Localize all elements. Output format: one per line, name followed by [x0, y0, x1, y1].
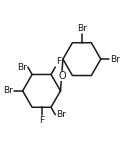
Text: Br: Br [4, 86, 13, 95]
Text: Br: Br [110, 55, 120, 64]
Text: Br: Br [77, 24, 87, 33]
Text: Br: Br [17, 63, 27, 72]
Text: F: F [39, 116, 44, 125]
Text: Br: Br [56, 110, 66, 119]
Text: F: F [56, 57, 61, 66]
Text: O: O [58, 71, 66, 81]
